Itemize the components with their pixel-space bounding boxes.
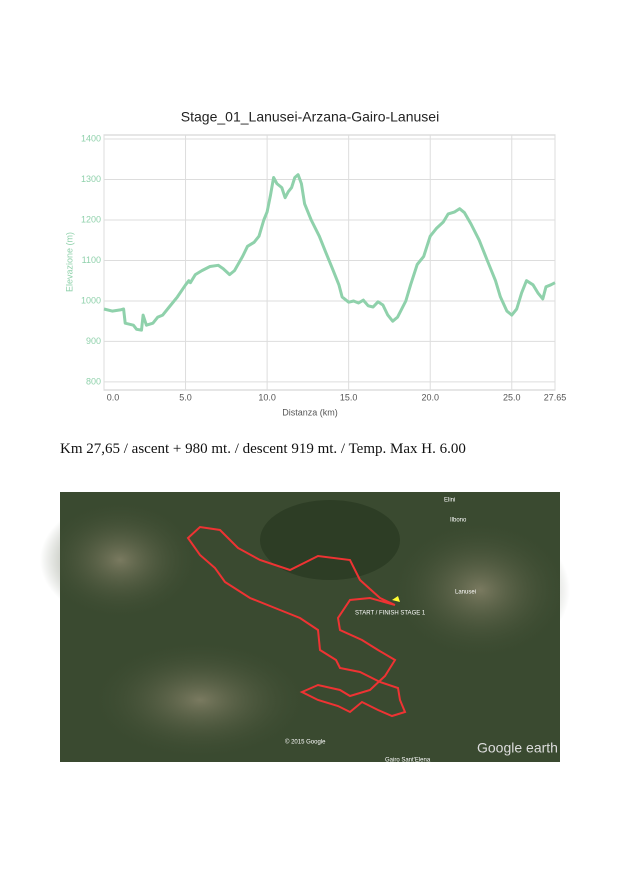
x-tick-label: 27.65 <box>544 392 567 402</box>
y-tick-label: 1400 <box>81 133 101 143</box>
terrain <box>90 640 310 760</box>
map-label: Ilbono <box>450 518 467 524</box>
map-label: START / FINISH STAGE 1 <box>355 611 426 617</box>
y-tick-label: 1000 <box>81 295 101 305</box>
x-tick-label: 25.0 <box>503 392 521 402</box>
x-tick-label: 10.0 <box>258 392 276 402</box>
map-image <box>60 492 560 762</box>
terrain <box>390 520 570 660</box>
y-axis-label: Elevazione (m) <box>64 232 74 292</box>
y-tick-label: 900 <box>86 336 101 346</box>
x-axis-label: Distanza (km) <box>282 407 338 417</box>
terrain <box>260 500 400 580</box>
pin <box>392 596 400 602</box>
map-label: Gairo Sant'Elena <box>385 758 431 764</box>
chart-title: Stage_01_Lanusei-Arzana-Gairo-Lanusei <box>181 109 439 125</box>
y-tick-label: 800 <box>86 376 101 386</box>
map-watermark: Google earth <box>477 740 558 756</box>
terrain <box>40 500 200 620</box>
y-tick-label: 1200 <box>81 214 101 224</box>
y-tick-label: 1100 <box>82 255 101 265</box>
summary: Km 27,65 / ascent + 980 mt. / descent 91… <box>60 441 466 457</box>
y-tick-label: 1300 <box>81 174 101 184</box>
map-label: © 2015 Google <box>285 739 326 746</box>
map-label: Lanusei <box>455 590 476 596</box>
x-tick-label: 20.0 <box>421 392 439 402</box>
x-tick-label: 5.0 <box>179 392 192 402</box>
route <box>186 525 407 718</box>
elevation-line <box>103 173 556 332</box>
chart: Stage_01_Lanusei-Arzana-Gairo-Lanusei Di… <box>64 109 567 418</box>
map-label: Elini <box>444 498 455 504</box>
x-tick-label: 0.0 <box>107 392 120 402</box>
x-tick-label: 15.0 <box>340 392 358 402</box>
